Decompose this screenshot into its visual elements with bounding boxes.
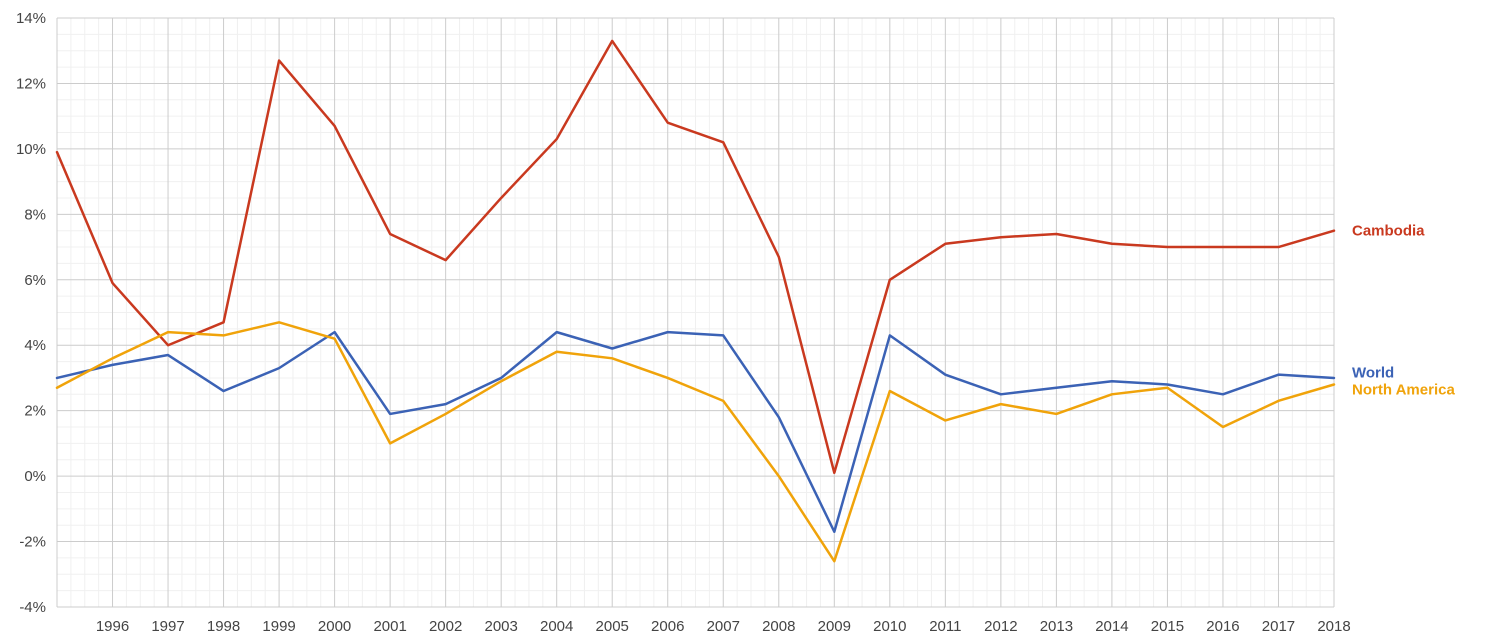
x-tick-label: 2003: [484, 618, 517, 635]
y-tick-label: 10%: [16, 141, 46, 158]
y-tick-label: -2%: [19, 534, 46, 551]
x-tick-label: 2010: [873, 618, 906, 635]
y-tick-label: 14%: [16, 10, 46, 27]
x-tick-label: 2009: [818, 618, 851, 635]
x-tick-label: 2015: [1151, 618, 1184, 635]
x-tick-label: 1996: [96, 618, 129, 635]
y-tick-label: 0%: [24, 468, 46, 485]
x-tick-label: 2018: [1317, 618, 1350, 635]
x-tick-label: 2013: [1040, 618, 1073, 635]
major-gridlines: [56, 17, 1335, 608]
y-tick-label: 12%: [16, 75, 46, 92]
y-tick-label: 8%: [24, 206, 46, 223]
series-lines: [55, 39, 1336, 563]
y-tick-label: -4%: [19, 599, 46, 616]
x-tick-label: 1998: [207, 618, 240, 635]
series-line-north-america: [55, 321, 1336, 563]
x-tick-label: 1997: [151, 618, 184, 635]
x-tick-label: 2005: [596, 618, 629, 635]
x-tick-label: 2006: [651, 618, 684, 635]
x-tick-label: 2012: [984, 618, 1017, 635]
x-tick-label: 2002: [429, 618, 462, 635]
x-tick-label: 2016: [1206, 618, 1239, 635]
series-line-world: [55, 330, 1336, 533]
series-label-world: World: [1352, 365, 1394, 382]
series-line-cambodia: [55, 39, 1336, 475]
y-axis: -4% -2% 0% 2% 4% 6% 8% 10% 12% 14%: [16, 10, 46, 616]
series-label-north-america: North America: [1352, 382, 1455, 399]
x-axis: 1996 1997 1998 1999 2000 2001 2002 2003 2004 2005…: [96, 618, 1351, 635]
x-tick-label: 1999: [262, 618, 295, 635]
y-tick-label: 4%: [24, 337, 46, 354]
minor-gridlines: [57, 18, 1334, 607]
x-tick-label: 2000: [318, 618, 351, 635]
x-tick-label: 2008: [762, 618, 795, 635]
series-label-cambodia: Cambodia: [1352, 223, 1425, 240]
x-tick-label: 2001: [373, 618, 406, 635]
x-tick-label: 2004: [540, 618, 573, 635]
x-tick-label: 2014: [1095, 618, 1128, 635]
x-tick-label: 2011: [929, 618, 961, 635]
x-tick-label: 2007: [707, 618, 740, 635]
y-tick-label: 6%: [24, 272, 46, 289]
x-tick-label: 2017: [1262, 618, 1295, 635]
y-tick-label: 2%: [24, 403, 46, 420]
